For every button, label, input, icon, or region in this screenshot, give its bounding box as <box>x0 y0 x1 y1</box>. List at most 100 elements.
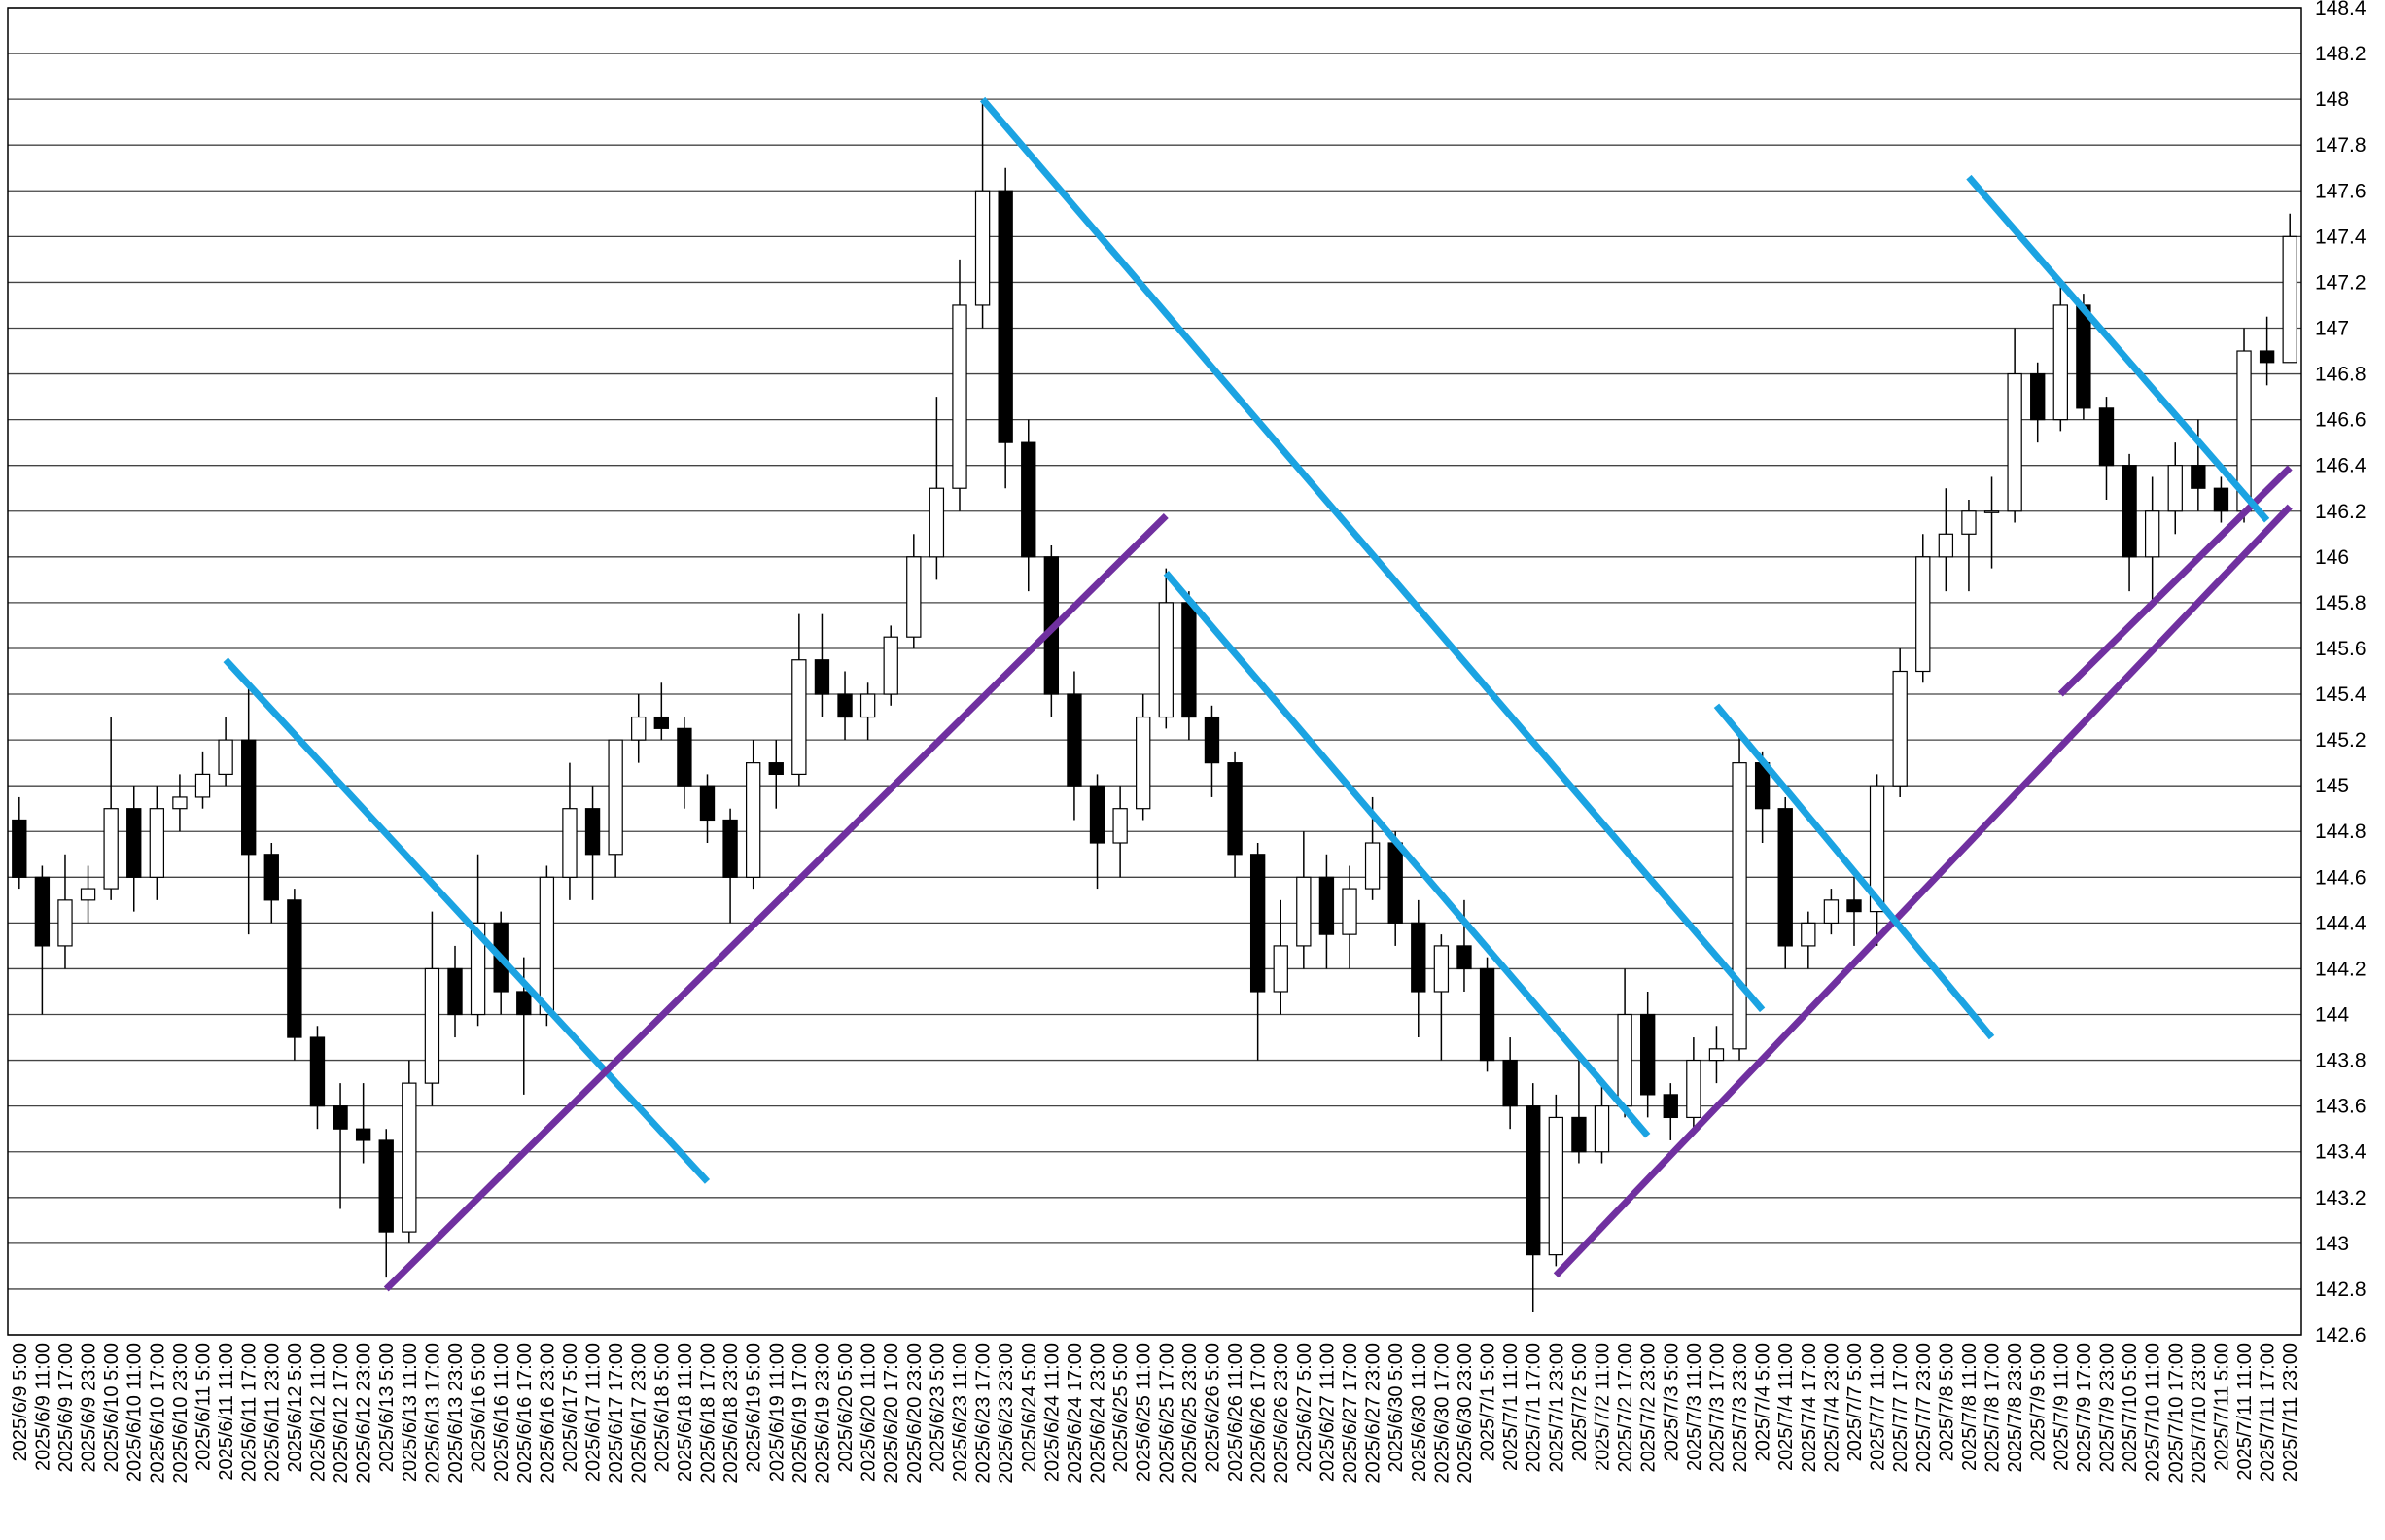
candle-body <box>2030 372 2046 421</box>
y-tick-label: 148 <box>2315 88 2349 111</box>
x-tick-label: 2025/6/30 5:00 <box>1385 1343 1407 1472</box>
x-tick-label: 2025/6/9 11:00 <box>32 1343 53 1471</box>
x-tick-label: 2025/6/12 5:00 <box>285 1343 306 1472</box>
x-tick-label: 2025/7/11 23:00 <box>2280 1343 2301 1482</box>
x-tick-label: 2025/7/9 5:00 <box>2028 1343 2050 1461</box>
y-tick-label: 148.2 <box>2315 43 2367 65</box>
x-tick-label: 2025/7/8 23:00 <box>2005 1343 2026 1472</box>
candle-body <box>80 888 96 901</box>
x-tick-label: 2025/6/18 11:00 <box>675 1343 696 1482</box>
candle-body <box>791 659 807 776</box>
candle-body <box>562 808 578 878</box>
x-tick-label: 2025/6/18 17:00 <box>697 1343 719 1484</box>
candle-body <box>1433 945 1450 993</box>
candle-body <box>1181 602 1197 718</box>
x-tick-label: 2025/6/27 11:00 <box>1316 1343 1338 1482</box>
candle-body <box>1548 1116 1564 1256</box>
candle-body <box>2282 235 2297 364</box>
x-tick-label: 2025/6/30 23:00 <box>1455 1343 1476 1484</box>
candle-body <box>1456 945 1472 970</box>
x-tick-label: 2025/7/9 11:00 <box>2051 1343 2072 1471</box>
y-tick-label: 148.4 <box>2315 0 2367 19</box>
candle-body <box>768 762 784 776</box>
candle-body <box>1732 762 1747 1050</box>
x-tick-label: 2025/6/16 11:00 <box>491 1343 512 1482</box>
candle-body <box>1318 876 1335 935</box>
x-tick-label: 2025/7/10 23:00 <box>2189 1343 2210 1484</box>
candle-body <box>263 854 279 901</box>
x-tick-label: 2025/6/11 5:00 <box>193 1343 215 1471</box>
y-tick-label: 143.6 <box>2315 1096 2367 1118</box>
x-tick-label: 2025/7/2 11:00 <box>1593 1343 1614 1471</box>
y-tick-label: 147.4 <box>2315 226 2367 248</box>
candle-body <box>1801 922 1816 947</box>
candle-body <box>1869 785 1885 913</box>
x-tick-label: 2025/6/13 23:00 <box>445 1343 467 1484</box>
x-tick-label: 2025/7/1 5:00 <box>1478 1343 1499 1461</box>
candle-body <box>1158 602 1174 718</box>
candle-body <box>2098 407 2115 467</box>
candle-body <box>2191 465 2206 489</box>
candle-body <box>974 190 991 306</box>
candle-body <box>653 716 669 729</box>
candle-body <box>241 739 257 856</box>
x-tick-label: 2025/7/10 5:00 <box>2120 1343 2141 1472</box>
candle-body <box>172 796 188 810</box>
candle-body <box>1364 842 1381 890</box>
y-tick-label: 147.8 <box>2315 134 2367 157</box>
x-tick-label: 2025/6/23 23:00 <box>996 1343 1017 1484</box>
y-tick-label: 145.8 <box>2315 592 2367 614</box>
candle-body <box>516 991 532 1016</box>
y-tick-label: 146.4 <box>2315 455 2367 477</box>
candle-body <box>1708 1048 1725 1062</box>
x-tick-label: 2025/6/30 17:00 <box>1431 1343 1453 1484</box>
x-tick-label: 2025/6/13 17:00 <box>422 1343 443 1484</box>
x-tick-label: 2025/7/8 17:00 <box>1982 1343 2004 1472</box>
x-tick-label: 2025/7/3 23:00 <box>1730 1343 1751 1472</box>
x-tick-label: 2025/6/25 11:00 <box>1134 1343 1155 1482</box>
x-tick-label: 2025/6/18 23:00 <box>720 1343 742 1484</box>
y-tick-label: 145.2 <box>2315 729 2367 752</box>
x-tick-label: 2025/7/4 5:00 <box>1753 1343 1774 1461</box>
x-tick-label: 2025/6/25 5:00 <box>1110 1343 1132 1472</box>
x-tick-label: 2025/6/11 17:00 <box>239 1343 261 1482</box>
y-tick-label: 143.8 <box>2315 1050 2367 1072</box>
candle-body <box>952 304 967 489</box>
candle-body <box>883 636 898 695</box>
candle-body <box>1915 556 1931 673</box>
candle-body <box>333 1105 348 1130</box>
candle-body <box>1983 510 2000 513</box>
x-tick-label: 2025/7/11 11:00 <box>2234 1343 2256 1481</box>
x-tick-label: 2025/7/7 5:00 <box>1844 1343 1866 1461</box>
x-tick-label: 2025/6/13 11:00 <box>400 1343 421 1482</box>
x-tick-label: 2025/6/24 23:00 <box>1088 1343 1109 1484</box>
candle-body <box>1021 441 1036 558</box>
x-tick-label: 2025/7/11 17:00 <box>2258 1343 2279 1482</box>
x-tick-label: 2025/6/24 5:00 <box>1019 1343 1040 1472</box>
x-tick-label: 2025/6/27 17:00 <box>1340 1343 1361 1484</box>
x-tick-label: 2025/6/18 5:00 <box>651 1343 673 1472</box>
candle-body <box>1479 967 1495 1062</box>
x-tick-label: 2025/6/20 23:00 <box>904 1343 926 1484</box>
candle-body <box>1846 899 1862 913</box>
y-tick-label: 143.2 <box>2315 1187 2367 1209</box>
x-tick-label: 2025/6/17 23:00 <box>629 1343 650 1484</box>
x-tick-label: 2025/7/10 11:00 <box>2143 1343 2164 1482</box>
candle-body <box>1640 1013 1656 1096</box>
x-tick-label: 2025/7/10 17:00 <box>2165 1343 2187 1484</box>
x-tick-label: 2025/6/30 11:00 <box>1409 1343 1430 1482</box>
candle-body <box>1526 1105 1541 1256</box>
y-tick-label: 144.8 <box>2315 821 2367 843</box>
candle-body <box>2007 372 2022 512</box>
y-tick-label: 144.2 <box>2315 958 2367 980</box>
candle-body <box>1502 1059 1518 1107</box>
x-tick-label: 2025/7/4 11:00 <box>1775 1343 1797 1471</box>
candle-body <box>1594 1105 1610 1153</box>
x-tick-label: 2025/7/2 23:00 <box>1638 1343 1660 1472</box>
x-tick-label: 2025/6/25 23:00 <box>1179 1343 1201 1484</box>
x-tick-label: 2025/7/7 17:00 <box>1890 1343 1912 1472</box>
x-tick-label: 2025/6/24 17:00 <box>1065 1343 1086 1484</box>
x-tick-label: 2025/6/17 5:00 <box>560 1343 581 1472</box>
candle-body <box>1617 1013 1632 1107</box>
